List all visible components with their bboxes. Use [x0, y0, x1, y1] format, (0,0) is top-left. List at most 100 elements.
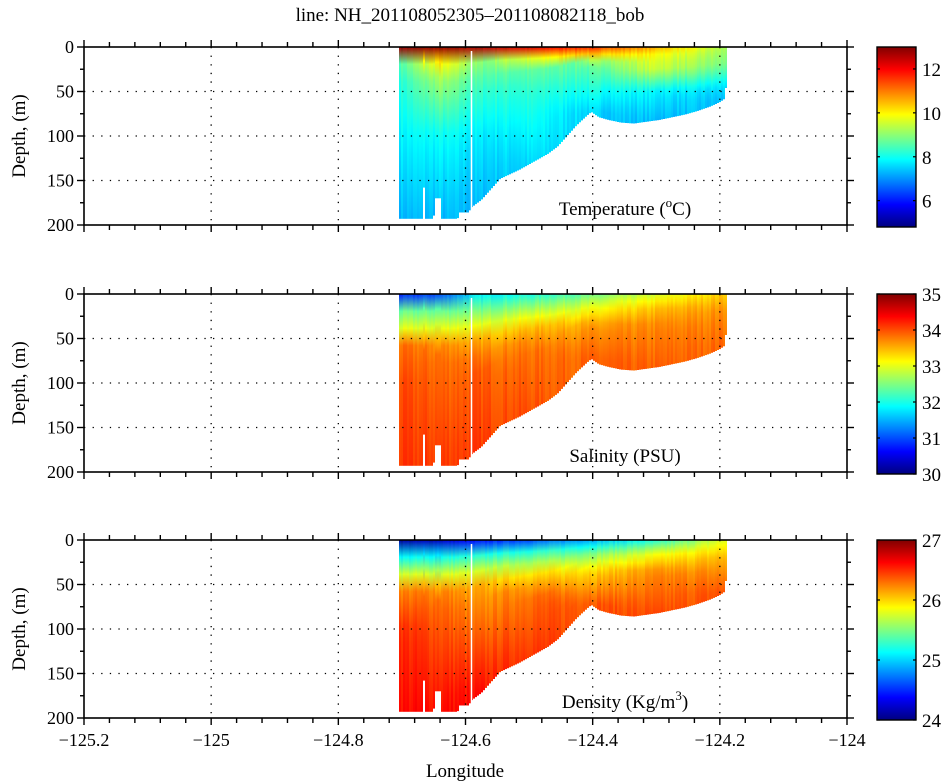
panel-salinity: 0 50 100 150 200 Depth, (m) Salinity (PSU) 30 31…: [9, 284, 942, 486]
section-column: [705, 540, 707, 602]
section-column: [407, 47, 409, 219]
section-column: [615, 294, 617, 369]
section-column: [717, 294, 719, 350]
section-column: [421, 294, 423, 466]
section-column: [657, 540, 659, 614]
section-column: [721, 47, 723, 101]
section-column: [553, 540, 555, 643]
section-column: [485, 294, 487, 442]
section-column: [689, 540, 691, 607]
section-column: [431, 47, 433, 219]
section-column: [415, 540, 417, 712]
section-column: [449, 47, 451, 219]
section-column: [543, 47, 545, 157]
section-column: [487, 294, 489, 440]
temperature-ticks: [77, 40, 854, 232]
section-column: [433, 294, 435, 463]
section-column: [627, 540, 629, 617]
colorbar-gradient: [876, 539, 917, 721]
section-column: [619, 294, 621, 370]
colorbar-tick-label: 8: [922, 148, 932, 169]
section-column: [551, 294, 553, 398]
section-column: [537, 540, 539, 653]
section-column: [541, 540, 543, 651]
salinity-section: [399, 294, 727, 466]
section-column: [409, 47, 411, 219]
section-column: [707, 540, 709, 601]
section-column: [529, 47, 531, 164]
section-column: [633, 540, 635, 617]
salinity-colorbar: 30 31 32 33 34 35: [876, 285, 942, 486]
section-column: [481, 294, 483, 447]
section-column: [671, 294, 673, 365]
section-column: [479, 47, 481, 202]
section-column: [459, 294, 461, 460]
section-column: [649, 294, 651, 369]
colorbar-gradient: [876, 46, 917, 228]
section-column: [653, 540, 655, 614]
section-column: [651, 540, 653, 614]
section-column: [419, 540, 421, 712]
section-column: [581, 294, 583, 368]
section-column: [575, 294, 577, 374]
section-column: [703, 540, 705, 602]
section-column: [535, 47, 537, 161]
section-column: [579, 47, 581, 123]
section-column: [599, 540, 601, 611]
section-column: [523, 47, 525, 168]
section-column: [579, 540, 581, 616]
y-tick-label: 200: [47, 215, 74, 235]
section-column: [501, 47, 503, 178]
section-column: [617, 294, 619, 369]
section-column: [717, 47, 719, 103]
section-column: [697, 294, 699, 358]
section-column: [559, 294, 561, 392]
section-column: [647, 47, 649, 122]
section-column: [643, 47, 645, 123]
section-column: [437, 47, 439, 199]
section-column: [595, 294, 597, 363]
section-column: [593, 294, 595, 361]
section-column: [461, 540, 463, 706]
section-column: [429, 540, 431, 712]
section-column: [701, 540, 703, 603]
section-column: [423, 294, 425, 435]
section-column: [605, 47, 607, 120]
section-column: [597, 294, 599, 364]
section-column: [721, 294, 723, 348]
section-column: [597, 47, 599, 117]
section-column: [527, 540, 529, 659]
section-column: [401, 540, 403, 712]
y-axis-label: Depth, (m): [9, 341, 30, 424]
section-column: [689, 294, 691, 361]
density-ticks: [77, 533, 854, 725]
annotation-superscript: 3: [675, 688, 682, 703]
colorbar-tick-label: 12: [922, 60, 941, 81]
section-column: [723, 540, 725, 593]
x-tick-label: −124.2: [695, 730, 746, 750]
section-column: [457, 540, 459, 712]
x-tick-label: −124: [828, 730, 865, 750]
section-column: [437, 294, 439, 446]
section-column: [451, 47, 453, 219]
section-column: [547, 540, 549, 647]
section-column: [459, 540, 461, 706]
annotation-text-end: C): [672, 199, 691, 220]
section-column: [675, 47, 677, 117]
section-column: [679, 540, 681, 609]
section-column: [567, 294, 569, 383]
section-column: [511, 540, 513, 667]
section-column: [465, 540, 467, 706]
section-column: [663, 294, 665, 366]
section-column: [487, 47, 489, 193]
y-tick-label: 0: [65, 530, 74, 550]
y-tick-label: 200: [47, 708, 74, 728]
section-column: [651, 47, 653, 121]
section-column: [661, 47, 663, 120]
section-column: [457, 294, 459, 466]
section-column: [469, 294, 471, 458]
section-column: [715, 294, 717, 351]
section-column: [533, 294, 535, 409]
section-column: [425, 540, 427, 712]
section-column: [719, 540, 721, 596]
